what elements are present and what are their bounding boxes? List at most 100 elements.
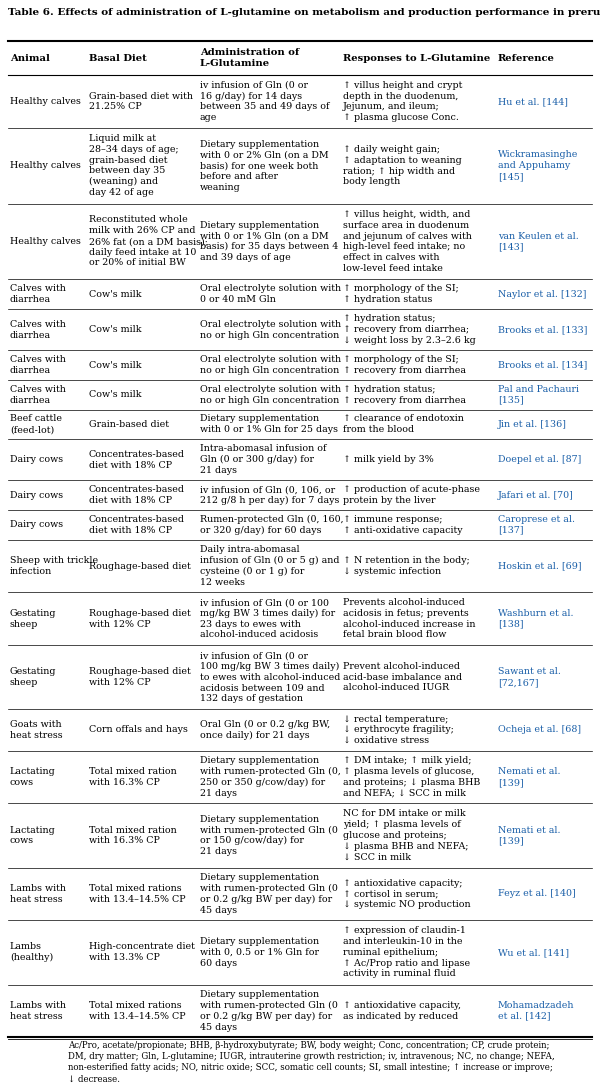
Text: Roughage-based diet
with 12% CP: Roughage-based diet with 12% CP — [89, 667, 191, 687]
Text: Gestating
sheep: Gestating sheep — [10, 609, 56, 629]
Text: Brooks et al. [133]: Brooks et al. [133] — [497, 325, 587, 334]
Text: ↑ morphology of the SI;
↑ hydration status: ↑ morphology of the SI; ↑ hydration stat… — [343, 284, 458, 304]
Text: Calves with
diarrhea: Calves with diarrhea — [10, 384, 66, 404]
Text: Mohamadzadeh
et al. [142]: Mohamadzadeh et al. [142] — [497, 1001, 574, 1021]
Text: Lambs
(healthy): Lambs (healthy) — [10, 942, 53, 962]
Text: Total mixed ration
with 16.3% CP: Total mixed ration with 16.3% CP — [89, 767, 176, 786]
Text: Cow's milk: Cow's milk — [89, 325, 142, 334]
Text: Grain-based diet with
21.25% CP: Grain-based diet with 21.25% CP — [89, 92, 193, 111]
Text: Caroprese et al.
[137]: Caroprese et al. [137] — [497, 515, 575, 535]
Text: High-concentrate diet
with 13.3% CP: High-concentrate diet with 13.3% CP — [89, 942, 195, 962]
Text: ↑ milk yield by 3%: ↑ milk yield by 3% — [343, 455, 434, 464]
Text: Rumen-protected Gln (0, 160,
or 320 g/day) for 60 days: Rumen-protected Gln (0, 160, or 320 g/da… — [200, 514, 343, 535]
Text: Dietary supplementation
with 0 or 1% Gln (on a DM
basis) for 35 days between 4
a: Dietary supplementation with 0 or 1% Gln… — [200, 221, 338, 262]
Text: Lactating
cows: Lactating cows — [10, 826, 56, 845]
Text: Oral electrolyte solution with
0 or 40 mM Gln: Oral electrolyte solution with 0 or 40 m… — [200, 284, 341, 304]
Text: Jafari et al. [70]: Jafari et al. [70] — [497, 490, 574, 500]
Text: Ac/Pro, acetate/propionate; BHB, β-hydroxybutyrate; BW, body weight; Conc, conce: Ac/Pro, acetate/propionate; BHB, β-hydro… — [68, 1042, 555, 1083]
Text: ↑ villus height and crypt
depth in the duodenum,
Jejunum, and ileum;
↑ plasma gl: ↑ villus height and crypt depth in the d… — [343, 81, 462, 122]
Text: Dairy cows: Dairy cows — [10, 520, 63, 530]
Text: Goats with
heat stress: Goats with heat stress — [10, 720, 62, 739]
Text: Basal Diet: Basal Diet — [89, 54, 146, 62]
Text: Wickramasinghe
and Appuhamy
[145]: Wickramasinghe and Appuhamy [145] — [497, 151, 578, 181]
Text: NC for DM intake or milk
yield; ↑ plasma levels of
glucose and proteins;
↓ plasm: NC for DM intake or milk yield; ↑ plasma… — [343, 809, 469, 862]
Text: Lactating
cows: Lactating cows — [10, 767, 56, 786]
Text: Nemati et al.
[139]: Nemati et al. [139] — [497, 767, 560, 786]
Text: Lambs with
heat stress: Lambs with heat stress — [10, 885, 66, 904]
Text: ↑ morphology of the SI;
↑ recovery from diarrhea: ↑ morphology of the SI; ↑ recovery from … — [343, 355, 466, 375]
Text: ↑ production of acute-phase
protein by the liver: ↑ production of acute-phase protein by t… — [343, 485, 480, 506]
Text: Dairy cows: Dairy cows — [10, 455, 63, 464]
Text: iv infusion of Gln (0 or
16 g/day) for 14 days
between 35 and 49 days of
age: iv infusion of Gln (0 or 16 g/day) for 1… — [200, 81, 329, 122]
Text: Hu et al. [144]: Hu et al. [144] — [497, 97, 568, 106]
Text: Calves with
diarrhea: Calves with diarrhea — [10, 284, 66, 304]
Text: Intra-abomasal infusion of
Gln (0 or 300 g/day) for
21 days: Intra-abomasal infusion of Gln (0 or 300… — [200, 444, 326, 475]
Text: Sawant et al.
[72,167]: Sawant et al. [72,167] — [497, 667, 560, 687]
Text: Reference: Reference — [497, 54, 554, 62]
Text: Total mixed ration
with 16.3% CP: Total mixed ration with 16.3% CP — [89, 826, 176, 845]
Text: Total mixed rations
with 13.4–14.5% CP: Total mixed rations with 13.4–14.5% CP — [89, 885, 185, 904]
Text: Dietary supplementation
with 0, 0.5 or 1% Gln for
60 days: Dietary supplementation with 0, 0.5 or 1… — [200, 937, 319, 968]
Text: Wu et al. [141]: Wu et al. [141] — [497, 948, 569, 957]
Text: Oral electrolyte solution with
no or high Gln concentration: Oral electrolyte solution with no or hig… — [200, 355, 341, 375]
Text: Total mixed rations
with 13.4–14.5% CP: Total mixed rations with 13.4–14.5% CP — [89, 1001, 185, 1021]
Text: Cow's milk: Cow's milk — [89, 390, 142, 400]
Text: iv infusion of Gln (0, 106, or
212 g/8 h per day) for 7 days: iv infusion of Gln (0, 106, or 212 g/8 h… — [200, 485, 339, 506]
Text: Dietary supplementation
with rumen-protected Gln (0
or 150 g/cow/day) for
21 day: Dietary supplementation with rumen-prote… — [200, 815, 338, 856]
Text: Cow's milk: Cow's milk — [89, 289, 142, 299]
Text: Cow's milk: Cow's milk — [89, 360, 142, 369]
Text: Liquid milk at
28–34 days of age;
grain-based diet
between day 35
(weaning) and
: Liquid milk at 28–34 days of age; grain-… — [89, 134, 178, 198]
Text: ↑ expression of claudin-1
and interleukin-10 in the
ruminal epithelium;
↑ Ac/Pro: ↑ expression of claudin-1 and interleuki… — [343, 926, 470, 978]
Text: Ocheja et al. [68]: Ocheja et al. [68] — [497, 725, 581, 735]
Text: iv infusion of Gln (0 or 100
mg/kg BW 3 times daily) for
23 days to ewes with
al: iv infusion of Gln (0 or 100 mg/kg BW 3 … — [200, 598, 335, 640]
Text: ↓ rectal temperature;
↓ erythrocyte fragility;
↓ oxidative stress: ↓ rectal temperature; ↓ erythrocyte frag… — [343, 714, 454, 745]
Text: Nemati et al.
[139]: Nemati et al. [139] — [497, 826, 560, 845]
Text: Grain-based diet: Grain-based diet — [89, 419, 169, 429]
Text: Washburn et al.
[138]: Washburn et al. [138] — [497, 609, 573, 629]
Text: Oral electrolyte solution with
no or high Gln concentration: Oral electrolyte solution with no or hig… — [200, 384, 341, 404]
Text: iv infusion of Gln (0 or
100 mg/kg BW 3 times daily)
to ewes with alcohol-induce: iv infusion of Gln (0 or 100 mg/kg BW 3 … — [200, 651, 340, 703]
Text: Calves with
diarrhea: Calves with diarrhea — [10, 355, 66, 375]
Text: Animal: Animal — [10, 54, 50, 62]
Text: Lambs with
heat stress: Lambs with heat stress — [10, 1001, 66, 1021]
Text: Roughage-based diet
with 12% CP: Roughage-based diet with 12% CP — [89, 609, 191, 629]
Text: ↑ hydration status;
↑ recovery from diarrhea;
↓ weight loss by 2.3–2.6 kg: ↑ hydration status; ↑ recovery from diar… — [343, 314, 476, 345]
Text: Naylor et al. [132]: Naylor et al. [132] — [497, 289, 586, 299]
Text: Prevent alcohol-induced
acid-base imbalance and
alcohol-induced IUGR: Prevent alcohol-induced acid-base imbala… — [343, 662, 462, 692]
Text: Doepel et al. [87]: Doepel et al. [87] — [497, 455, 581, 464]
Text: Oral electrolyte solution with
no or high Gln concentration: Oral electrolyte solution with no or hig… — [200, 320, 341, 340]
Text: ↑ antioxidative capacity;
↑ cortisol in serum;
↓ systemic NO production: ↑ antioxidative capacity; ↑ cortisol in … — [343, 879, 470, 910]
Text: Dietary supplementation
with rumen-protected Gln (0
or 0.2 g/kg BW per day) for
: Dietary supplementation with rumen-prote… — [200, 874, 338, 915]
Text: Responses to L-Glutamine: Responses to L-Glutamine — [343, 54, 490, 62]
Text: Brooks et al. [134]: Brooks et al. [134] — [497, 360, 587, 369]
Text: Dietary supplementation
with rumen-protected Gln (0
or 0.2 g/kg BW per day) for
: Dietary supplementation with rumen-prote… — [200, 990, 338, 1032]
Text: Daily intra-abomasal
infusion of Gln (0 or 5 g) and
cysteine (0 or 1 g) for
12 w: Daily intra-abomasal infusion of Gln (0 … — [200, 545, 340, 586]
Text: Dairy cows: Dairy cows — [10, 490, 63, 500]
Text: Dietary supplementation
with 0 or 1% Gln for 25 days: Dietary supplementation with 0 or 1% Gln… — [200, 415, 338, 435]
Text: ↑ antioxidative capacity,
as indicated by reduced: ↑ antioxidative capacity, as indicated b… — [343, 1001, 461, 1021]
Text: Gestating
sheep: Gestating sheep — [10, 667, 56, 687]
Text: ↑ N retention in the body;
↓ systemic infection: ↑ N retention in the body; ↓ systemic in… — [343, 556, 470, 575]
Text: ↑ hydration status;
↑ recovery from diarrhea: ↑ hydration status; ↑ recovery from diar… — [343, 384, 466, 404]
Text: Healthy calves: Healthy calves — [10, 162, 81, 170]
Text: Table 6. Effects of administration of L-glutamine on metabolism and production p: Table 6. Effects of administration of L-… — [8, 8, 600, 17]
Text: Oral Gln (0 or 0.2 g/kg BW,
once daily) for 21 days: Oral Gln (0 or 0.2 g/kg BW, once daily) … — [200, 720, 330, 740]
Text: ↑ villus height, width, and
surface area in duodenum
and jejunum of calves with
: ↑ villus height, width, and surface area… — [343, 210, 472, 273]
Text: Concentrates-based
diet with 18% CP: Concentrates-based diet with 18% CP — [89, 450, 185, 470]
Text: Roughage-based diet: Roughage-based diet — [89, 561, 191, 570]
Text: Dietary supplementation
with rumen-protected Gln (0,
250 or 350 g/cow/day) for
2: Dietary supplementation with rumen-prote… — [200, 756, 341, 797]
Text: Concentrates-based
diet with 18% CP: Concentrates-based diet with 18% CP — [89, 485, 185, 506]
Text: Pal and Pachauri
[135]: Pal and Pachauri [135] — [497, 384, 578, 404]
Text: Reconstituted whole
milk with 26% CP and
26% fat (on a DM basis);
daily feed int: Reconstituted whole milk with 26% CP and… — [89, 215, 208, 268]
Text: ↑ immune response;
↑ anti-oxidative capacity: ↑ immune response; ↑ anti-oxidative capa… — [343, 515, 463, 535]
Text: Prevents alcohol-induced
acidosis in fetus; prevents
alcohol-induced increase in: Prevents alcohol-induced acidosis in fet… — [343, 598, 475, 639]
Text: van Keulen et al.
[143]: van Keulen et al. [143] — [497, 232, 578, 251]
Text: ↑ daily weight gain;
↑ adaptation to weaning
ration; ↑ hip width and
body length: ↑ daily weight gain; ↑ adaptation to wea… — [343, 145, 461, 187]
Text: Concentrates-based
diet with 18% CP: Concentrates-based diet with 18% CP — [89, 515, 185, 535]
Text: Dietary supplementation
with 0 or 2% Gln (on a DM
basis) for one week both
befor: Dietary supplementation with 0 or 2% Gln… — [200, 140, 328, 192]
Text: Healthy calves: Healthy calves — [10, 237, 81, 246]
Text: ↑ clearance of endotoxin
from the blood: ↑ clearance of endotoxin from the blood — [343, 415, 464, 435]
Text: Hoskin et al. [69]: Hoskin et al. [69] — [497, 561, 581, 570]
Text: Jin et al. [136]: Jin et al. [136] — [497, 419, 566, 429]
Text: ↑ DM intake; ↑ milk yield;
↑ plasma levels of glucose,
and proteins; ↓ plasma BH: ↑ DM intake; ↑ milk yield; ↑ plasma leve… — [343, 757, 480, 797]
